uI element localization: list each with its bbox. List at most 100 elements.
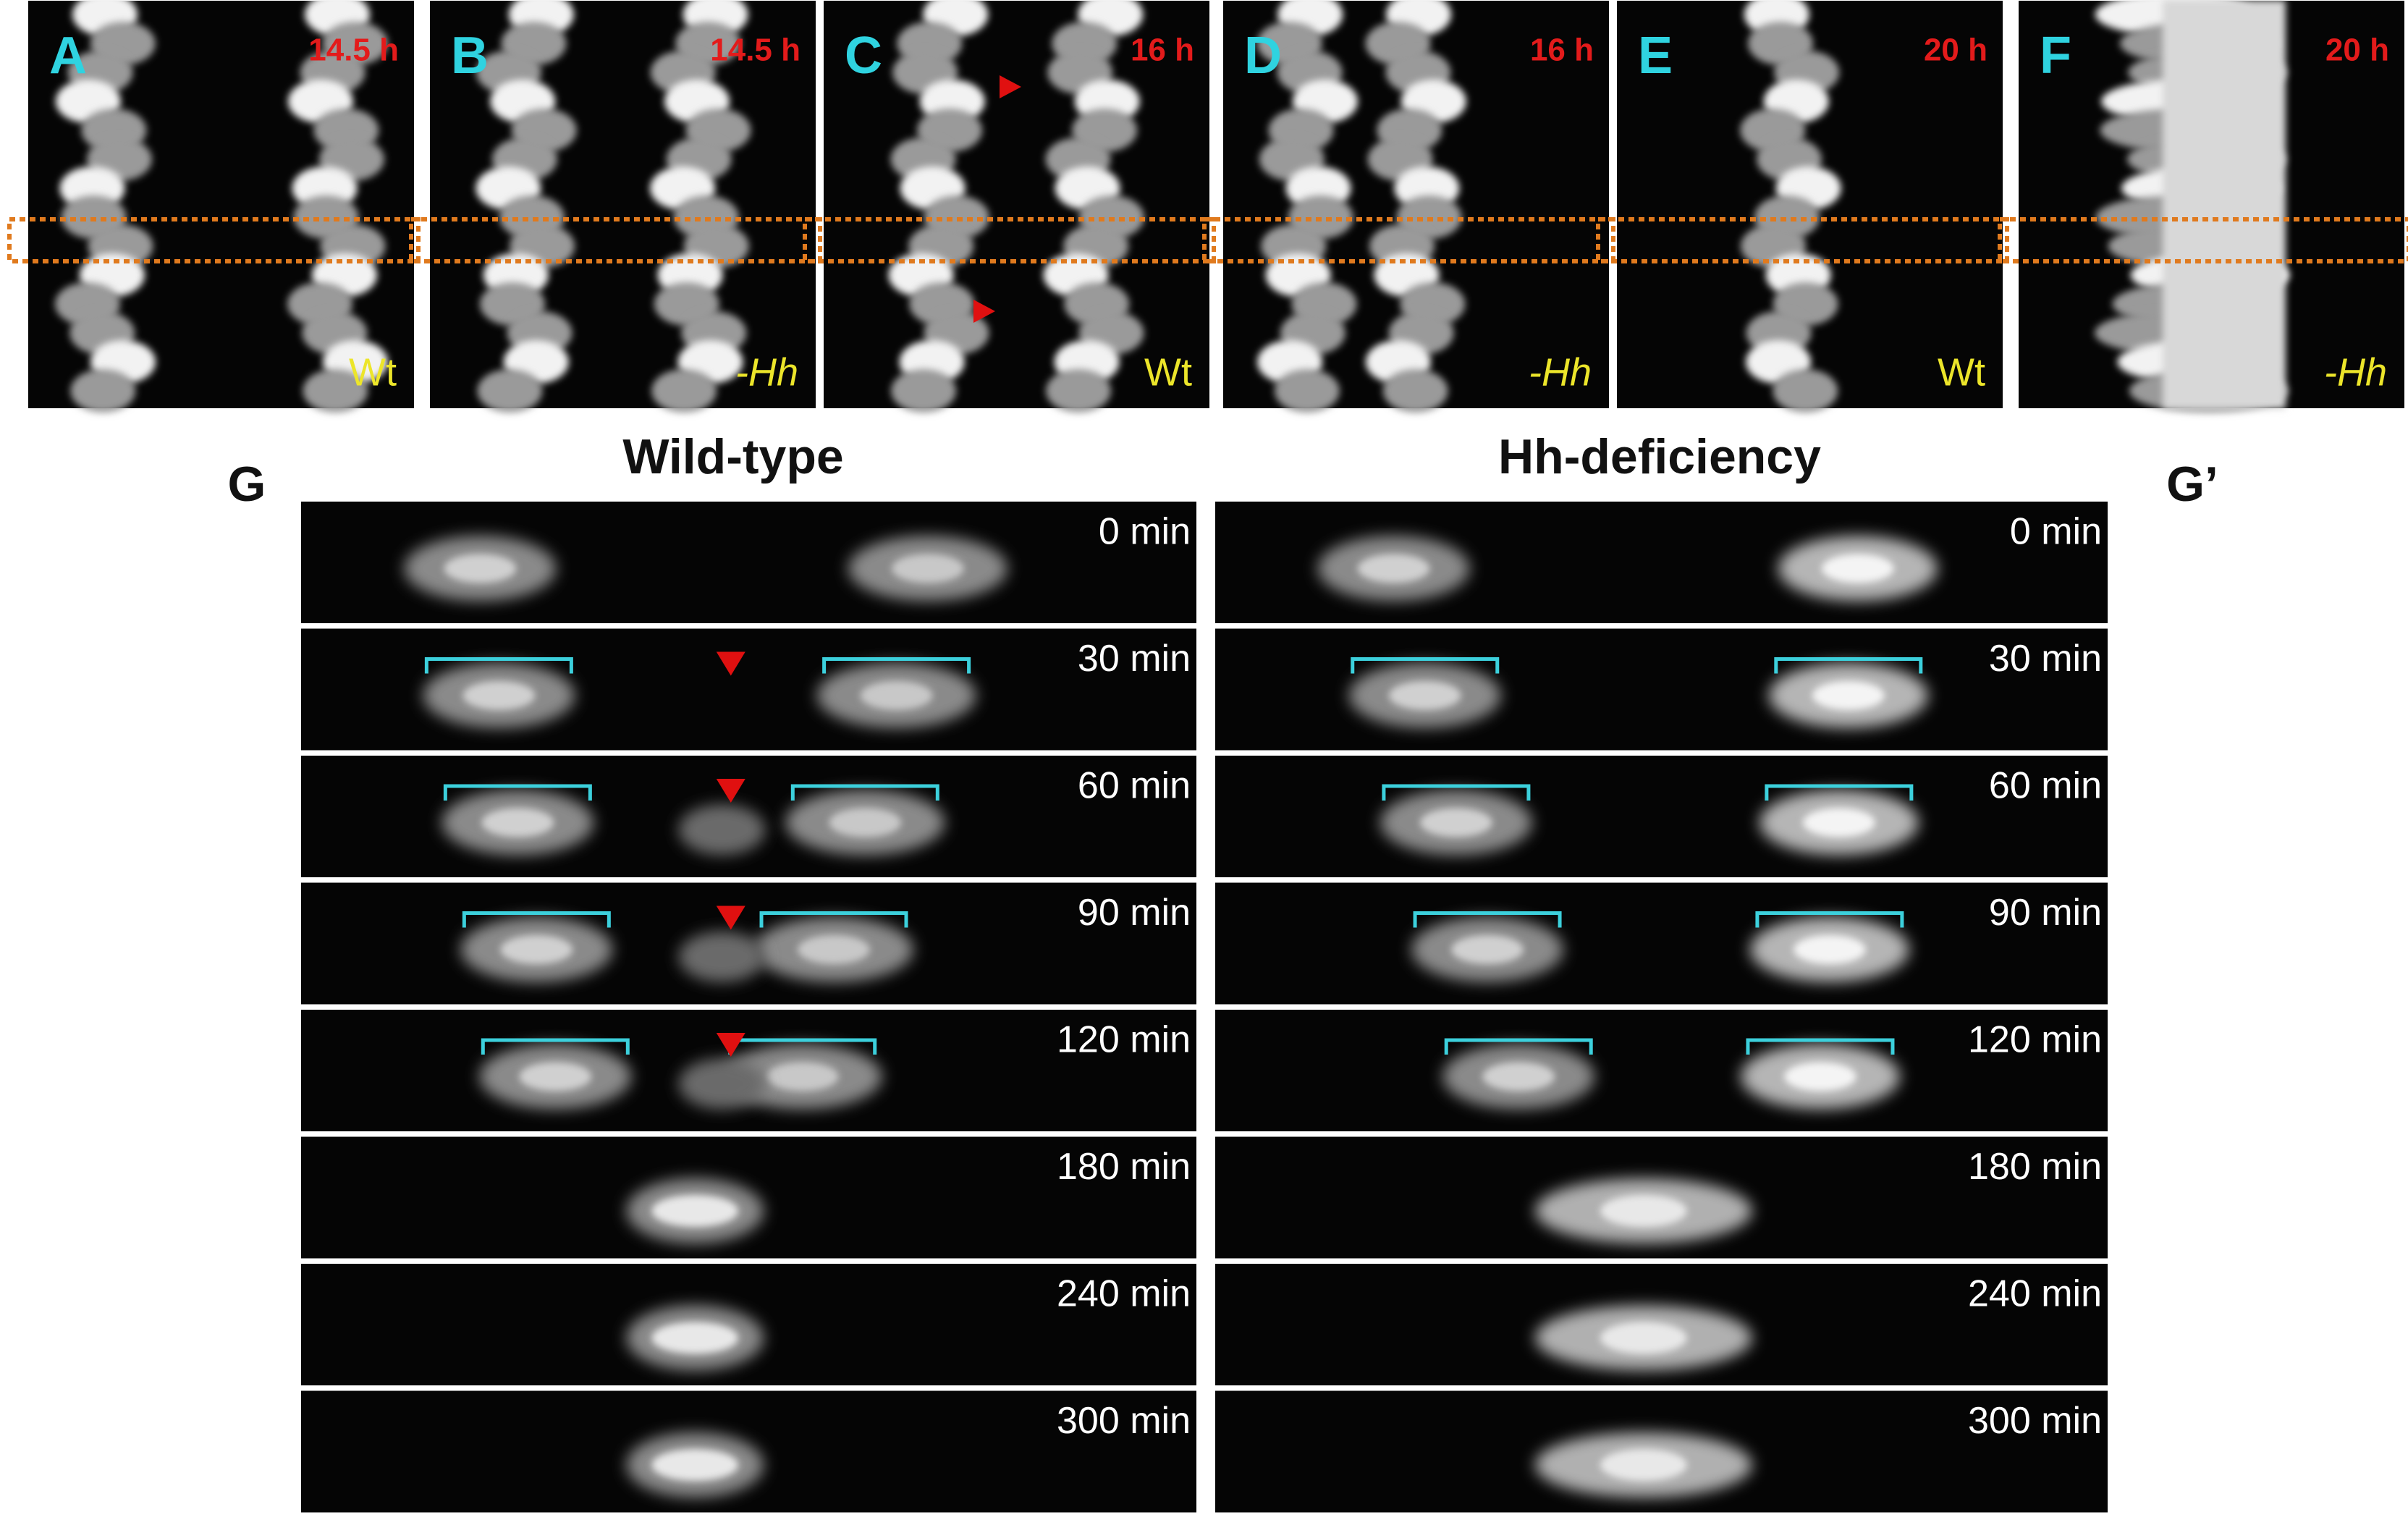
bracket [1755,911,1904,928]
cell-signal [1046,369,1112,413]
timepoint-label: 240 min [1968,1273,2102,1315]
cell-signal [651,1448,739,1481]
bracket [822,657,971,674]
cell-signal [1600,1322,1687,1354]
panel-label: G’ [2166,457,2218,512]
bracket [1746,1038,1895,1055]
timepoint-label: 120 min [1968,1019,2102,1061]
arrowhead [716,1033,745,1057]
panel-letter: B [451,27,489,85]
image-panel [1215,628,2108,751]
panel-label: G [228,457,266,512]
cell-signal [500,934,573,964]
cell-signal [1482,1062,1555,1092]
cell-signal [1821,554,1894,583]
bracket [1774,657,1923,674]
cell-signal [651,1322,739,1354]
timepoint-label: 30 min [1989,638,2102,680]
cell-signal [1812,680,1885,710]
timepoint-label: 180 min [1057,1146,1191,1188]
bracket [1413,911,1562,928]
cell-signal [1802,808,1875,837]
bracket [424,657,573,674]
timepoint-label: 300 min [1968,1400,2102,1442]
time-label: 20 h [2325,33,2389,68]
timepoint-label: 90 min [1989,892,2102,934]
roi-box [409,217,822,263]
cell-signal [1388,680,1461,710]
roi-box [7,217,421,263]
cell-signal [303,369,368,413]
roi-box [1202,217,1615,263]
bracket [462,911,611,928]
cell-signal [1357,554,1430,583]
panel-letter: F [2040,27,2071,85]
cell-signal [477,369,543,413]
bracket [759,911,908,928]
cell-signal [891,369,957,413]
roi-box [1998,217,2408,263]
cell-signal [651,1194,739,1227]
cell-signal [766,1062,839,1092]
genotype-label: -Hh [735,350,798,394]
bracket [1765,784,1914,801]
image-panel [1215,882,2108,1005]
cell-signal [1600,1448,1687,1481]
genotype-label: -Hh [2324,350,2387,394]
timepoint-label: 240 min [1057,1273,1191,1315]
time-label: 14.5 h [308,33,399,68]
arrowhead [716,779,745,803]
cell-signal [678,931,766,982]
cell-signal [70,369,136,413]
image-panel [822,0,1211,410]
cell-signal [1274,369,1340,413]
cell-signal [1382,369,1448,413]
genotype-label: Wt [349,350,397,394]
cell-signal [1773,369,1838,413]
time-label: 16 h [1530,33,1594,68]
bracket [481,1038,630,1055]
cell-signal [1419,808,1492,837]
arrowhead [716,651,745,676]
cell-signal [1793,934,1866,964]
panel-letter: A [49,27,87,85]
timepoint-label: 120 min [1057,1019,1191,1061]
bracket [443,784,592,801]
bracket [1382,784,1531,801]
timepoint-label: 300 min [1057,1400,1191,1442]
panel-letter: C [845,27,882,85]
cell-signal [678,1058,766,1110]
cell-signal [860,680,933,710]
cell-signal [444,554,517,583]
time-label: 16 h [1131,33,1194,68]
panel-letter: E [1638,27,1673,85]
timepoint-label: 90 min [1078,892,1191,934]
timepoint-label: 60 min [1078,765,1191,807]
bracket [790,784,939,801]
timepoint-label: 0 min [1099,511,1191,553]
timepoint-label: 180 min [1968,1146,2102,1188]
column-title: Wild-type [622,429,843,484]
cell-signal [829,808,902,837]
cell-signal [462,680,536,710]
cell-signal [798,934,871,964]
cell-signal [651,369,717,413]
genotype-label: -Hh [1529,350,1592,394]
image-panel [1215,756,2108,877]
cell-signal [678,804,766,856]
genotype-label: Wt [1938,350,1985,394]
column-title: Hh-deficiency [1498,429,1821,484]
roi-box [803,217,1216,263]
arrowhead [716,905,745,930]
timepoint-label: 30 min [1078,638,1191,680]
arrowhead [973,300,995,323]
bracket [1351,657,1500,674]
roi-box [1596,217,2009,263]
arrowhead [1000,75,1021,98]
cell-signal [481,808,554,837]
cell-signal [1600,1194,1687,1227]
cell-signal [1783,1062,1856,1092]
time-label: 14.5 h [710,33,800,68]
panel-letter: D [1244,27,1282,85]
